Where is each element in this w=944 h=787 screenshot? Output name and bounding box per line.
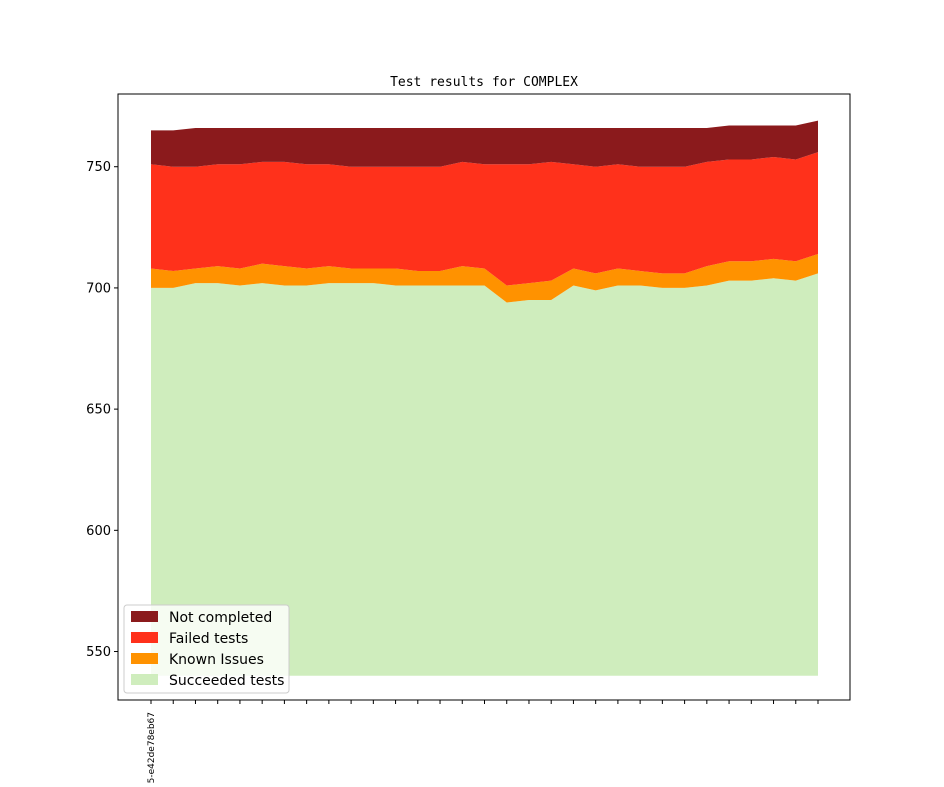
chart-areas	[151, 120, 818, 676]
y-tick-label: 650	[86, 403, 111, 418]
legend-swatch	[131, 611, 158, 622]
y-tick-label: 600	[86, 524, 111, 539]
legend-label: Not completed	[169, 610, 272, 626]
legend-label: Failed tests	[169, 631, 248, 647]
legend-swatch	[131, 653, 158, 664]
x-tick-label: 5-e42de78eb67	[147, 712, 157, 783]
y-tick-label: 550	[86, 645, 111, 660]
legend-swatch	[131, 632, 158, 643]
legend-swatch	[131, 674, 158, 685]
legend-label: Known Issues	[169, 652, 264, 668]
legend: Not completed Failed tests Known Issues Suc…	[123, 604, 290, 694]
y-tick-label: 700	[86, 281, 111, 296]
chart-title: Test results for COMPLEX	[390, 75, 578, 90]
legend-label: Succeeded tests	[169, 673, 284, 689]
area-not-completed	[151, 120, 818, 167]
area-failed-tests	[151, 152, 818, 286]
y-tick-label: 750	[86, 160, 111, 175]
x-axis: 5-e42de78eb67	[147, 700, 819, 783]
legend-box	[123, 604, 290, 694]
area-succeeded-tests	[151, 273, 818, 676]
y-axis: 550 600 650 700 750	[86, 160, 118, 660]
area-known-issues	[151, 253, 818, 303]
